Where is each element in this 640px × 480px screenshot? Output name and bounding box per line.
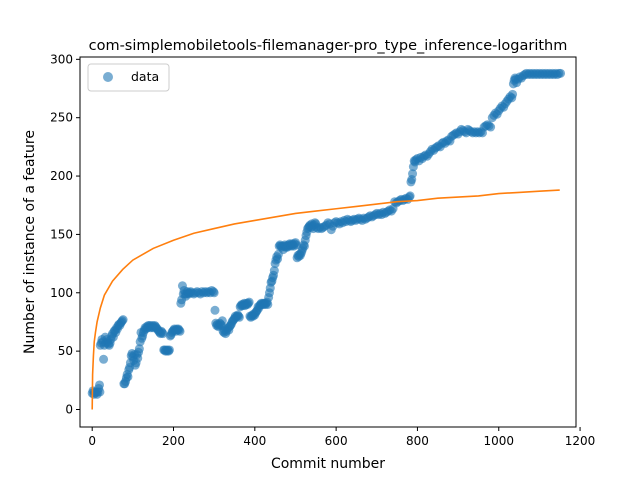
y-tick-label: 50 [58,344,73,358]
y-tick-label: 0 [65,402,73,416]
y-tick-label: 250 [50,111,73,125]
data-point [244,297,254,307]
data-point [175,326,185,336]
y-axis: 0 50 100 150 200 250 300 [50,52,80,416]
y-axis-label: Number of instance of a feature [22,130,38,354]
fit-line [91,189,560,410]
data-point [269,266,279,276]
x-tick-label: 1200 [565,434,596,448]
data-point [556,68,566,78]
data-point [99,354,109,364]
data-point [164,345,174,355]
legend-label-data: data [131,69,159,84]
data-point [234,312,244,322]
data-point [123,372,133,382]
x-tick-label: 200 [162,434,185,448]
x-axis-label: Commit number [271,456,385,472]
data-point [134,344,144,354]
y-tick-label: 200 [50,169,73,183]
x-tick-label: 600 [325,434,348,448]
data-point [210,305,220,315]
data-point [486,122,496,132]
y-tick-label: 100 [50,286,73,300]
data-point [408,169,418,179]
y-tick-label: 300 [50,52,73,66]
x-tick-label: 0 [88,434,96,448]
x-tick-label: 400 [243,434,266,448]
data-point [217,316,227,326]
data-point [405,191,415,201]
data-point [209,288,219,298]
fit-line-series [91,189,560,410]
x-axis: 0 200 400 600 800 1000 1200 [88,427,595,448]
y-tick-label: 150 [50,227,73,241]
data-point [95,380,105,390]
data-point [118,315,128,325]
x-tick-label: 1000 [483,434,514,448]
data-point [263,299,273,309]
chart-title: com-simplemobiletools-filemanager-pro_ty… [89,38,568,54]
plot-frame [79,56,577,428]
data-point [508,89,518,99]
data-point [95,387,105,397]
legend: data [87,63,170,92]
legend-box [87,63,170,92]
legend-marker-data [103,72,113,82]
scatter-series [87,68,566,399]
data-point [158,329,168,339]
x-tick-label: 800 [406,434,429,448]
